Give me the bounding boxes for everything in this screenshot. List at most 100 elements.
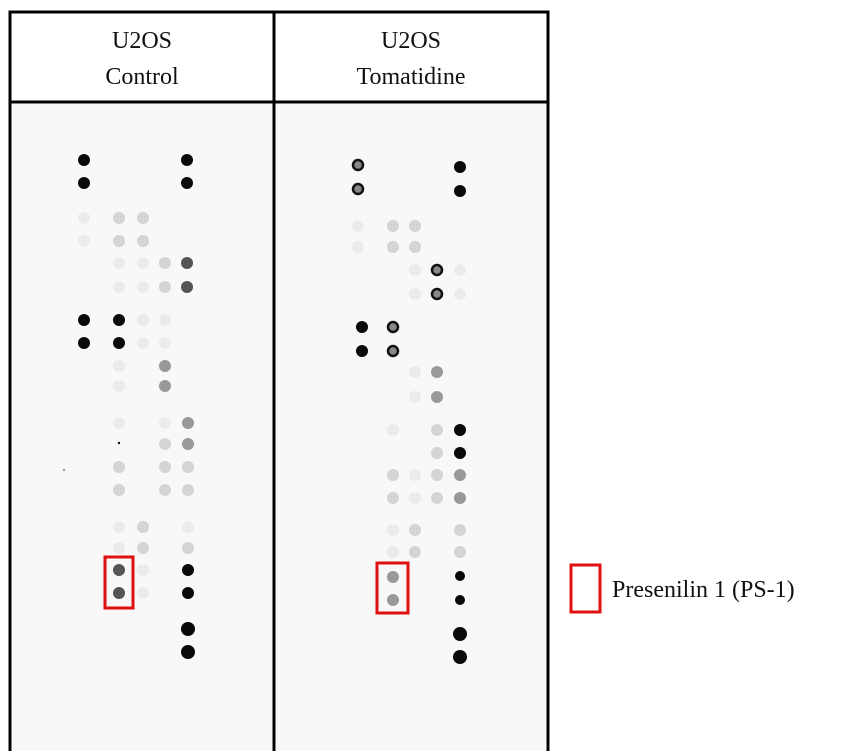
blot-dot (113, 521, 125, 533)
blot-dot (409, 492, 421, 504)
blot-dot (113, 380, 125, 392)
blot-dot (387, 424, 399, 436)
blot-dot (182, 438, 194, 450)
blot-dot (113, 542, 125, 554)
blot-dot (453, 650, 467, 664)
blot-dot (387, 469, 399, 481)
blot-dot (182, 587, 194, 599)
blot-dot (454, 185, 466, 197)
blot-dot (409, 469, 421, 481)
blot-dot (454, 424, 466, 436)
blot-dot (113, 360, 125, 372)
column-header: Control (105, 64, 179, 90)
blot-dot (137, 521, 149, 533)
blot-dot (78, 235, 90, 247)
blot-dot (431, 391, 443, 403)
blot-dot (78, 154, 90, 166)
blot-dot (455, 595, 465, 605)
column-header: U2OS (112, 28, 172, 54)
blot-dot (159, 257, 171, 269)
blot-dot (137, 314, 149, 326)
blot-dot (431, 492, 443, 504)
blot-dot (431, 424, 443, 436)
blot-dot (387, 492, 399, 504)
blot-dot (113, 587, 125, 599)
blot-dot (113, 314, 125, 326)
blot-dot (181, 645, 195, 659)
blot-dot (453, 627, 467, 641)
blot-dot (387, 594, 399, 606)
blot-dot (409, 264, 421, 276)
blot-panel (276, 104, 547, 751)
blot-dot (352, 241, 364, 253)
blot-dot (182, 564, 194, 576)
blot-dot (356, 321, 368, 333)
blot-dot (159, 281, 171, 293)
blot-dot (388, 322, 398, 332)
blot-dot (137, 587, 149, 599)
blot-dot (137, 281, 149, 293)
blot-dot (454, 288, 466, 300)
figure: U2OS Control U2OS Tomatidine Presenilin … (0, 0, 858, 751)
blot-dot (113, 337, 125, 349)
blot-dot (409, 391, 421, 403)
blot-dot (431, 469, 443, 481)
blot-dot (182, 417, 194, 429)
blot-dot (182, 484, 194, 496)
blot-dot (113, 257, 125, 269)
blot-dot (455, 571, 465, 581)
blot-dot (137, 337, 149, 349)
blot-dot (454, 469, 466, 481)
blot-dot (181, 622, 195, 636)
blot-dot (432, 265, 442, 275)
blot-dot (78, 212, 90, 224)
blot-dot (353, 184, 363, 194)
blot-dot (432, 289, 442, 299)
blot-dot (118, 442, 120, 444)
blot-dot (159, 380, 171, 392)
blot-dot (181, 177, 193, 189)
blot-dot (113, 235, 125, 247)
blot-dot (454, 546, 466, 558)
blot-dot (113, 564, 125, 576)
blot-dot (454, 524, 466, 536)
blot-dot (78, 314, 90, 326)
blot-dot (159, 484, 171, 496)
blot-dot (387, 546, 399, 558)
blot-dot (387, 571, 399, 583)
blot-dot (159, 360, 171, 372)
blot-dot (454, 492, 466, 504)
blot-dot (159, 461, 171, 473)
blot-dot (409, 546, 421, 558)
blot-dot (181, 257, 193, 269)
legend-label: Presenilin 1 (PS-1) (612, 577, 795, 603)
column-header: Tomatidine (357, 64, 466, 90)
blot-dot (182, 542, 194, 554)
blot-dot (353, 160, 363, 170)
blot-dot (182, 461, 194, 473)
blot-dot (159, 337, 171, 349)
blot-dot (113, 461, 125, 473)
blot-dot (454, 447, 466, 459)
blot-dot (113, 417, 125, 429)
blot-dot (137, 542, 149, 554)
blot-dot (63, 469, 65, 471)
blot-dot (387, 220, 399, 232)
blot-panel (11, 104, 273, 751)
blot-dot (387, 524, 399, 536)
blot-dot (137, 235, 149, 247)
blot-dot (137, 212, 149, 224)
blot-dot (387, 241, 399, 253)
blot-dot (159, 438, 171, 450)
blot-dot (159, 417, 171, 429)
blot-dot (409, 241, 421, 253)
blot-dot (137, 564, 149, 576)
blot-dot (159, 314, 171, 326)
blot-dot (454, 264, 466, 276)
blot-dot (78, 337, 90, 349)
blot-dot (409, 524, 421, 536)
blot-dot (454, 161, 466, 173)
blot-dot (182, 521, 194, 533)
blot-dot (409, 288, 421, 300)
page: U2OS Control U2OS Tomatidine Presenilin … (0, 0, 858, 756)
